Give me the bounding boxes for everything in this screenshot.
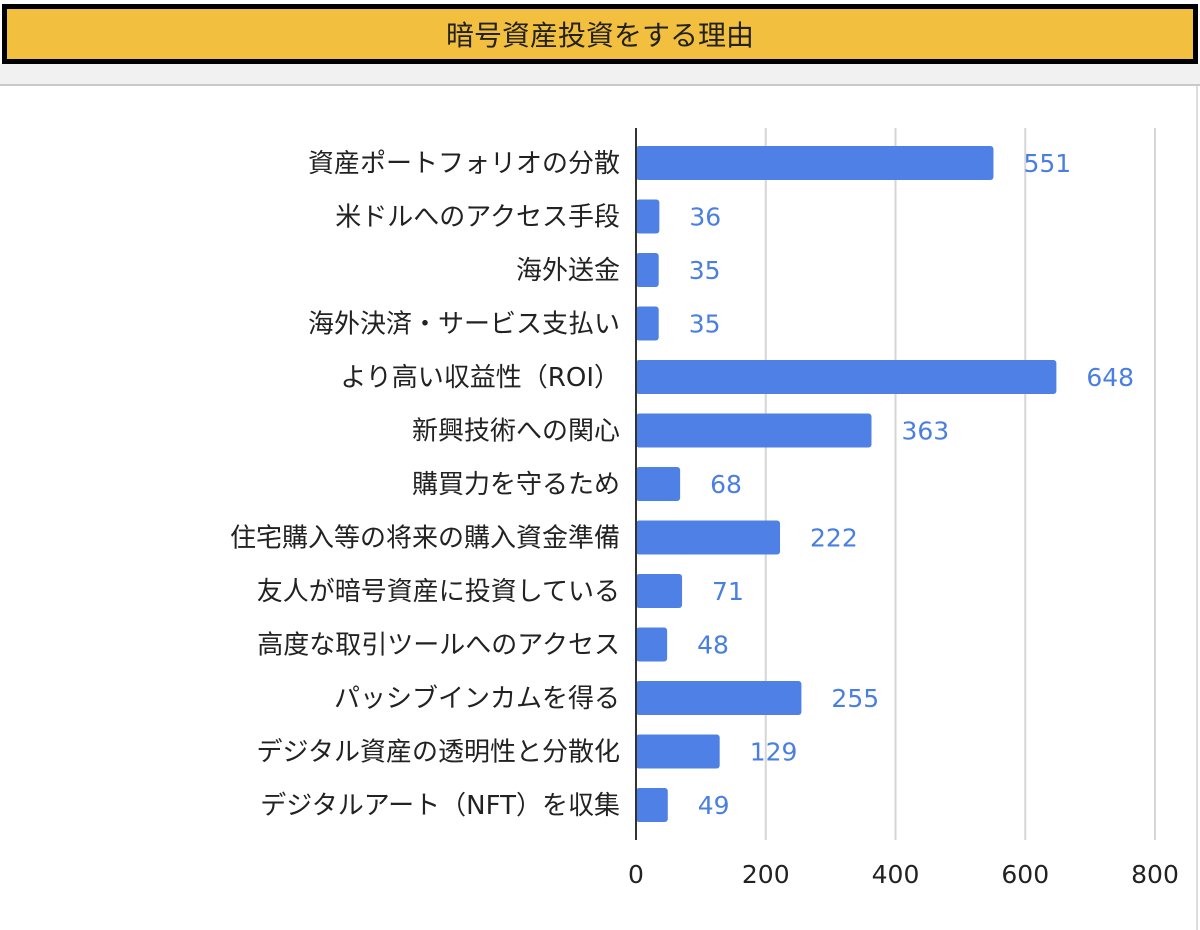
bar <box>636 574 683 608</box>
bar <box>636 413 872 448</box>
category-label: 資産ポートフォリオの分散 <box>308 149 620 179</box>
data-label: 71 <box>712 577 744 606</box>
category-label: 住宅購入等の将来の購入資金準備 <box>230 524 620 554</box>
category-label: 高度な取引ツールへのアクセス <box>257 631 620 661</box>
bar <box>636 520 781 555</box>
category-label: 新興技術への関心 <box>412 417 620 447</box>
category-label: 友人が暗号資産に投資している <box>257 577 620 607</box>
data-label: 49 <box>698 791 730 820</box>
category-label: 海外送金 <box>516 256 620 286</box>
bar <box>636 146 994 180</box>
data-label: 255 <box>831 684 879 713</box>
x-tick-label: 200 <box>742 860 790 889</box>
bar <box>636 734 720 769</box>
x-tick-label: 400 <box>872 860 920 889</box>
data-label: 35 <box>689 256 721 285</box>
data-label: 129 <box>750 738 798 767</box>
category-label: デジタルアート（NFT）を収集 <box>260 791 620 821</box>
data-label: 363 <box>901 417 949 446</box>
x-tick-label: 800 <box>1131 860 1179 889</box>
category-label: より高い収益性（ROI） <box>340 363 620 393</box>
x-tick-label: 0 <box>628 860 644 889</box>
separator-band <box>0 64 1200 86</box>
bar <box>636 627 668 662</box>
category-label: パッシブインカムを得る <box>334 684 620 714</box>
chart-title-bar: 暗号資産投資をする理由 <box>2 4 1198 64</box>
data-label: 551 <box>1023 149 1071 178</box>
chart-title: 暗号資産投資をする理由 <box>445 19 754 52</box>
data-label: 48 <box>697 631 729 660</box>
bar <box>636 788 668 822</box>
data-label: 648 <box>1086 363 1134 392</box>
data-label: 222 <box>810 524 858 553</box>
data-label: 36 <box>689 203 721 232</box>
chart-frame <box>0 86 1198 930</box>
bar <box>636 467 681 501</box>
category-label: 米ドルへのアクセス手段 <box>335 203 620 233</box>
bar <box>636 360 1057 394</box>
data-label: 35 <box>689 310 721 339</box>
category-label: デジタル資産の透明性と分散化 <box>257 738 620 768</box>
bar <box>636 199 660 234</box>
bar <box>636 681 802 715</box>
data-label: 68 <box>710 470 742 499</box>
category-label: 海外決済・サービス支払い <box>308 310 620 340</box>
x-tick-label: 600 <box>1001 860 1049 889</box>
bar <box>636 253 659 287</box>
bar <box>636 306 659 341</box>
category-label: 購買力を守るため <box>412 470 620 500</box>
